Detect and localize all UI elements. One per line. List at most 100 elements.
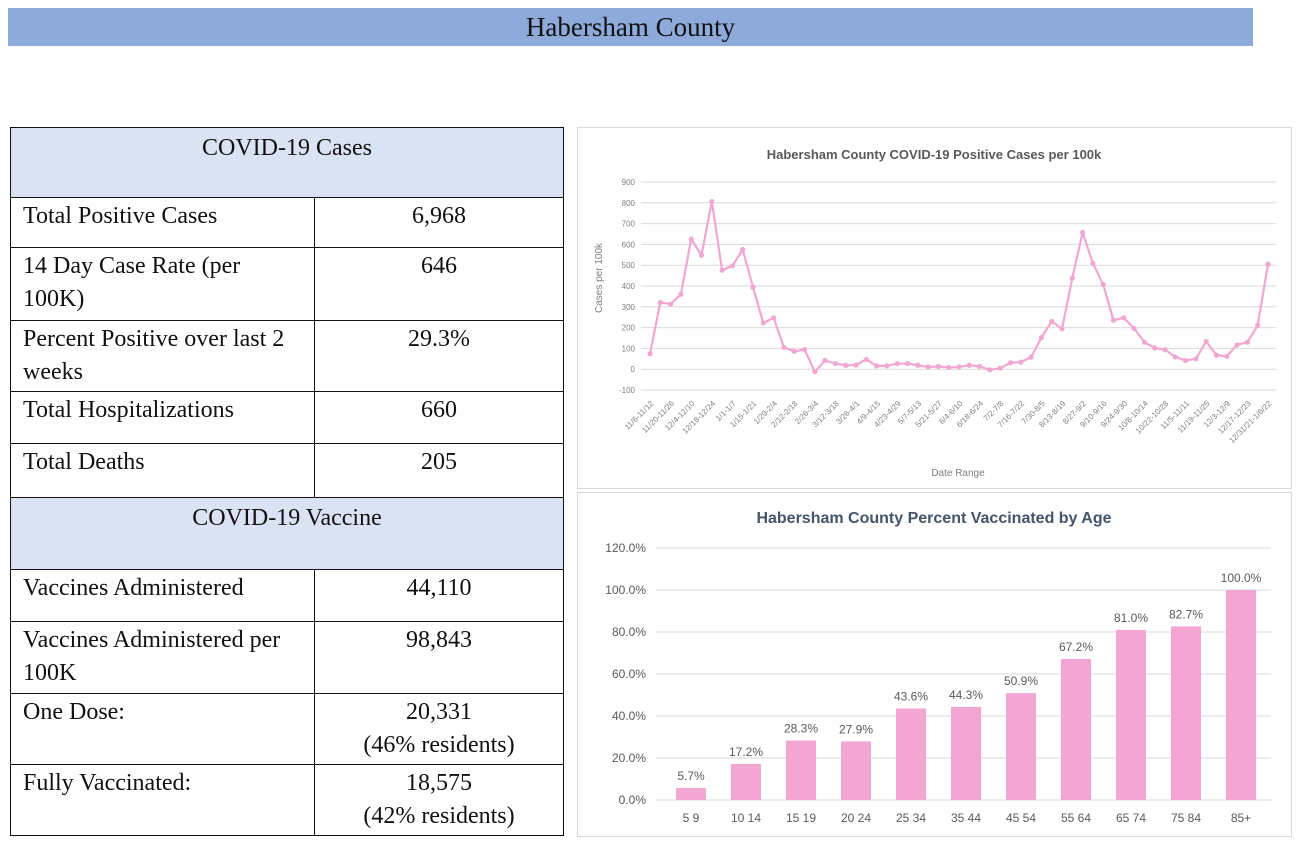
bar — [896, 708, 926, 800]
data-label: 82.7% — [1169, 607, 1203, 621]
y-tick-label: 120.0% — [605, 541, 646, 555]
data-point — [1224, 353, 1230, 359]
y-tick-label: 400 — [622, 282, 636, 291]
data-point — [750, 284, 756, 290]
data-point — [966, 362, 972, 368]
row-label: Total Positive Cases — [10, 197, 315, 248]
data-point — [760, 320, 766, 326]
x-tick-label: 35 44 — [951, 811, 981, 825]
row-label: Total Deaths — [10, 443, 315, 498]
y-tick-label: 20.0% — [612, 751, 646, 765]
data-point — [1007, 360, 1014, 366]
x-tick-label: 45 54 — [1006, 811, 1036, 825]
data-point — [698, 252, 705, 258]
bar — [1006, 693, 1036, 800]
data-label: 27.9% — [839, 722, 873, 736]
data-label: 28.3% — [784, 722, 818, 736]
chart-title: Habersham County Percent Vaccinated by A… — [756, 510, 1111, 527]
data-point — [688, 236, 694, 242]
bar — [1171, 626, 1201, 800]
vaccine-section-header: COVID-19 Vaccine — [10, 497, 564, 570]
row-value: 660 — [314, 391, 564, 444]
bar — [1226, 590, 1256, 800]
data-point — [935, 363, 941, 370]
data-point — [647, 351, 653, 357]
data-point — [719, 267, 725, 273]
data-point — [1110, 317, 1117, 323]
data-label: 81.0% — [1114, 611, 1148, 625]
data-label: 44.3% — [949, 688, 983, 702]
data-point — [740, 247, 746, 253]
data-point — [1038, 334, 1044, 341]
x-tick-label: 10 14 — [731, 811, 761, 825]
data-label: 5.7% — [677, 769, 705, 783]
data-point — [894, 360, 900, 367]
row-label: Fully Vaccinated: — [10, 764, 315, 836]
data-point — [832, 360, 838, 367]
data-point — [884, 363, 890, 369]
row-value: 20,331 (46% residents) — [314, 693, 564, 765]
bar — [731, 763, 761, 800]
data-point — [956, 364, 962, 370]
row-label: Vaccines Administered — [10, 569, 315, 622]
row-value: 29.3% — [314, 320, 564, 392]
data-point — [791, 348, 797, 354]
bar — [676, 788, 706, 800]
data-point — [925, 364, 931, 370]
x-tick-label: 5 9 — [683, 811, 700, 825]
data-point — [1255, 322, 1261, 328]
value-main: 18,575 — [406, 770, 472, 796]
y-axis-label: Cases per 100k — [594, 242, 605, 313]
data-point — [668, 301, 674, 307]
data-point — [781, 344, 787, 350]
data-point — [771, 315, 777, 321]
y-tick-label: 200 — [622, 324, 636, 333]
data-point — [1193, 356, 1199, 362]
data-label: 67.2% — [1059, 640, 1093, 654]
row-value: 205 — [314, 443, 564, 498]
county-title-banner: Habersham County — [8, 8, 1253, 46]
data-point — [801, 347, 808, 353]
bar-chart-svg: Habersham County Percent Vaccinated by A… — [605, 510, 1271, 825]
data-point — [904, 360, 911, 367]
data-point — [1234, 342, 1240, 348]
data-point — [853, 362, 859, 368]
x-axis-label: Date Range — [931, 468, 985, 479]
data-point — [1131, 325, 1137, 332]
y-tick-label: 100 — [622, 344, 636, 353]
y-tick-label: 600 — [622, 240, 636, 249]
value-sub: (46% residents) — [363, 732, 515, 758]
row-label: One Dose: — [10, 693, 315, 765]
data-point — [1162, 347, 1168, 353]
data-point — [997, 365, 1003, 371]
data-point — [678, 291, 684, 297]
y-tick-label: -100 — [619, 386, 636, 395]
vaccination-bar-chart: Habersham County Percent Vaccinated by A… — [577, 492, 1292, 837]
bar — [1061, 658, 1091, 800]
value-main: 20,331 — [406, 699, 472, 725]
data-point — [1121, 315, 1127, 321]
data-point — [1152, 345, 1158, 351]
row-value: 18,575 (42% residents) — [314, 764, 564, 836]
data-point — [1028, 354, 1034, 360]
y-tick-label: 300 — [622, 303, 636, 312]
data-point — [1018, 359, 1024, 365]
x-tick-label: 55 64 — [1061, 811, 1091, 825]
x-tick-label: 85+ — [1231, 811, 1251, 825]
y-tick-label: 700 — [622, 220, 636, 229]
x-tick-label: 15 19 — [786, 811, 816, 825]
y-tick-label: 900 — [622, 178, 636, 187]
data-point — [822, 357, 828, 364]
y-tick-label: 60.0% — [612, 667, 646, 681]
data-point — [863, 356, 869, 363]
row-value: 6,968 — [314, 197, 564, 248]
data-point — [987, 367, 993, 373]
data-label: 50.9% — [1004, 674, 1038, 688]
data-point — [1090, 260, 1096, 266]
data-point — [843, 362, 849, 368]
x-tick-label: 75 84 — [1171, 811, 1201, 825]
data-point — [812, 369, 818, 375]
x-tick-label: 65 74 — [1116, 811, 1146, 825]
bar — [1116, 629, 1146, 800]
data-point — [874, 363, 880, 369]
